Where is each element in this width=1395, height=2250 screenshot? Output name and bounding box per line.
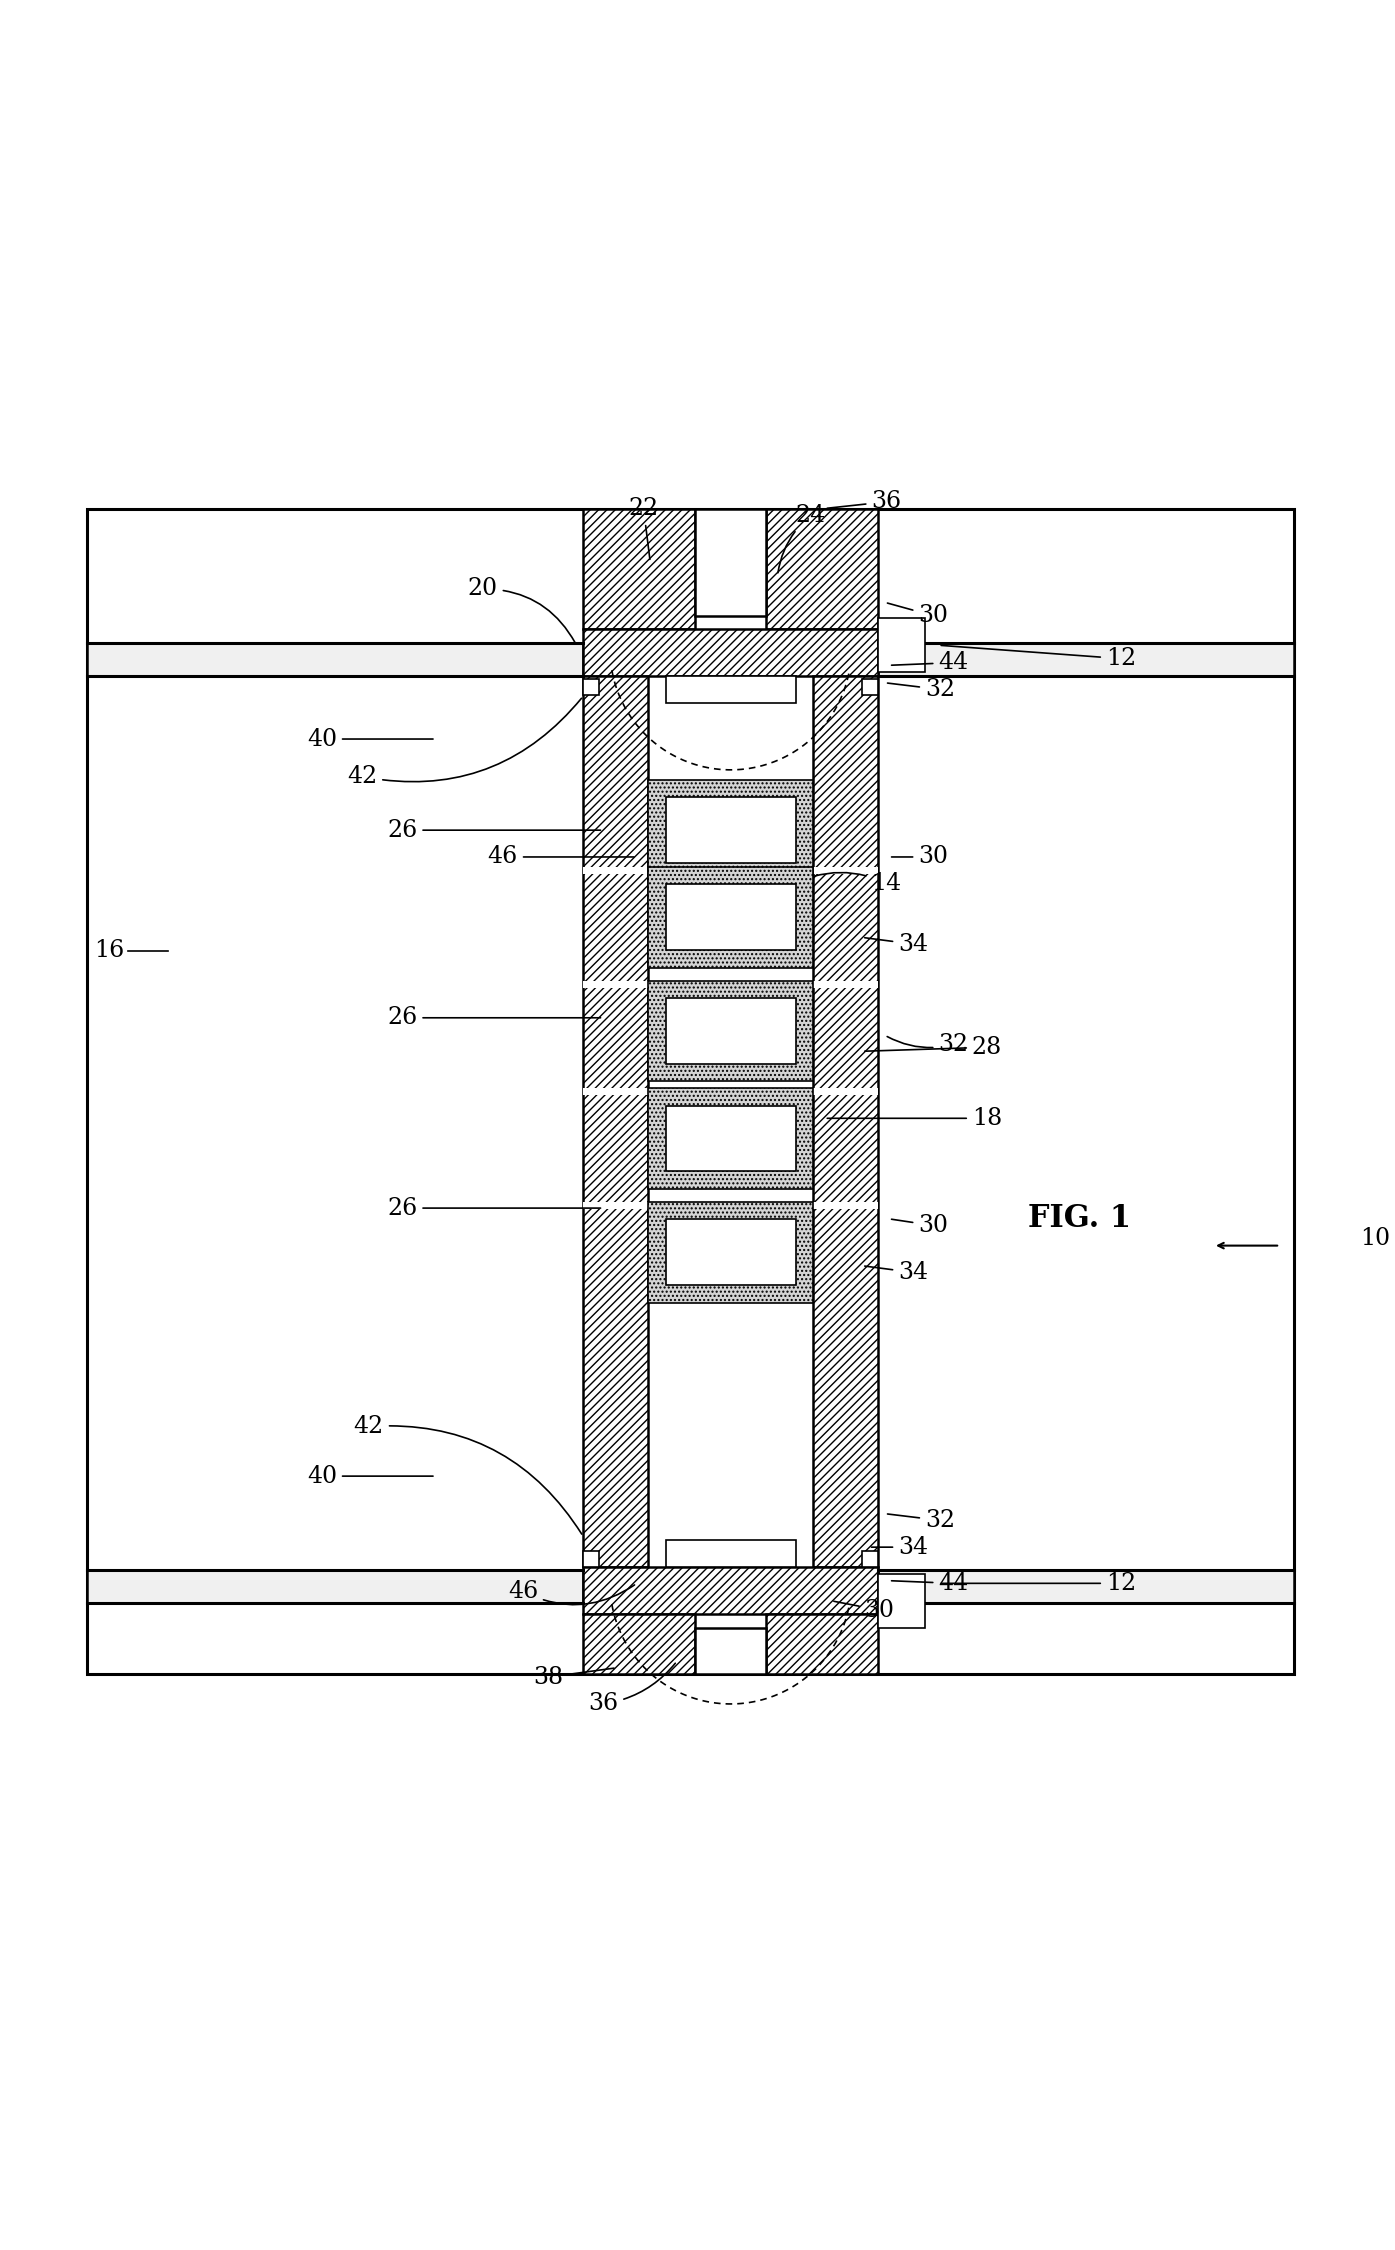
Bar xyxy=(649,981,813,1082)
Bar xyxy=(583,981,877,988)
Text: 32: 32 xyxy=(887,1033,968,1055)
Bar xyxy=(583,630,877,675)
Bar xyxy=(583,1568,877,1613)
Bar xyxy=(649,1202,813,1303)
Bar xyxy=(88,644,583,675)
Text: 18: 18 xyxy=(827,1107,1002,1130)
Text: 26: 26 xyxy=(388,1197,600,1220)
Text: 24: 24 xyxy=(778,504,826,574)
Bar xyxy=(665,796,795,864)
Text: 30: 30 xyxy=(834,1600,894,1622)
Bar xyxy=(766,1613,877,1674)
Bar xyxy=(877,619,925,673)
Bar xyxy=(665,675,795,702)
Bar xyxy=(665,999,795,1064)
Text: 42: 42 xyxy=(354,1415,582,1534)
Text: 10: 10 xyxy=(1360,1228,1391,1251)
Bar xyxy=(665,1541,795,1568)
Bar xyxy=(695,1627,766,1674)
Text: 12: 12 xyxy=(942,1573,1136,1595)
Bar xyxy=(583,1613,695,1674)
Bar xyxy=(862,1550,877,1568)
Bar xyxy=(583,675,649,1568)
Bar xyxy=(813,675,877,1568)
Text: 34: 34 xyxy=(872,1537,928,1559)
Bar xyxy=(583,1550,600,1568)
Text: 36: 36 xyxy=(589,1663,675,1714)
Text: 44: 44 xyxy=(891,1573,968,1595)
Bar xyxy=(583,1089,877,1096)
Bar xyxy=(583,866,877,873)
Bar xyxy=(88,508,1293,1674)
Bar xyxy=(583,680,600,695)
Text: 44: 44 xyxy=(891,650,968,675)
Bar xyxy=(877,1570,1293,1604)
Text: 30: 30 xyxy=(891,1215,949,1238)
Text: 46: 46 xyxy=(488,846,635,868)
Bar xyxy=(877,1575,925,1627)
Text: 20: 20 xyxy=(467,578,575,643)
Bar xyxy=(665,884,795,949)
Text: 22: 22 xyxy=(628,497,658,560)
Bar xyxy=(88,1570,583,1604)
Text: 34: 34 xyxy=(865,932,928,956)
Text: 40: 40 xyxy=(307,727,432,752)
Bar xyxy=(665,1105,795,1172)
Text: 14: 14 xyxy=(813,873,901,896)
Text: 36: 36 xyxy=(827,490,901,513)
Bar xyxy=(665,1220,795,1285)
Text: 16: 16 xyxy=(93,938,124,963)
Bar xyxy=(649,866,813,968)
Text: 34: 34 xyxy=(865,1260,928,1285)
Bar xyxy=(766,508,877,630)
Text: 32: 32 xyxy=(887,677,956,702)
Bar xyxy=(649,781,813,880)
Text: 30: 30 xyxy=(891,846,949,868)
Text: 26: 26 xyxy=(388,819,600,842)
Bar xyxy=(583,508,695,630)
Text: 28: 28 xyxy=(865,1035,1002,1060)
Text: 26: 26 xyxy=(388,1006,600,1028)
Bar xyxy=(583,1202,877,1208)
Text: 42: 42 xyxy=(347,698,582,788)
Text: FIG. 1: FIG. 1 xyxy=(1028,1204,1130,1235)
Text: 30: 30 xyxy=(887,603,949,628)
Text: 32: 32 xyxy=(887,1510,956,1532)
Bar xyxy=(695,508,766,616)
Text: 46: 46 xyxy=(508,1580,635,1604)
Text: 40: 40 xyxy=(307,1465,432,1487)
Bar xyxy=(877,644,1293,675)
Text: 38: 38 xyxy=(533,1665,614,1690)
Bar xyxy=(649,1089,813,1188)
Text: 12: 12 xyxy=(942,646,1136,670)
Bar xyxy=(862,680,877,695)
